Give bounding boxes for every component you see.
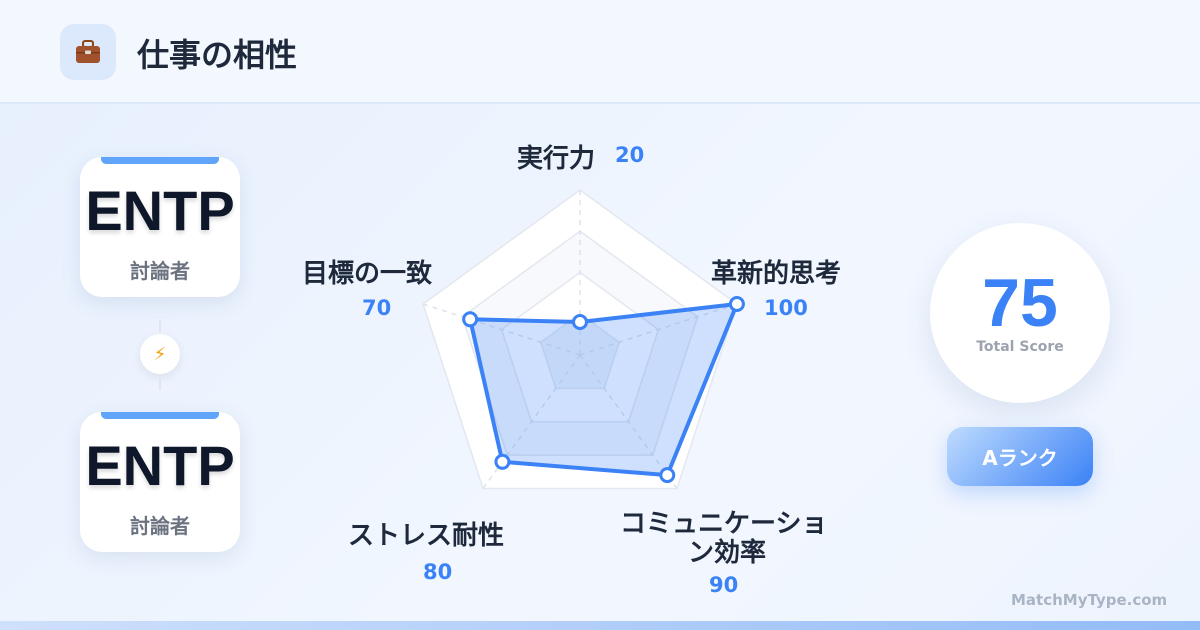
value-label: 100: [764, 296, 808, 320]
lightning-icon: ⚡: [140, 334, 180, 374]
axis-label: 実行力: [517, 144, 596, 174]
axis-label: 目標の一致: [302, 259, 433, 289]
header: 仕事の相性: [0, 0, 1200, 104]
rank-badge: Aランク: [947, 427, 1093, 486]
axis-label: ストレス耐性: [348, 521, 505, 551]
divider: [159, 378, 161, 390]
data-point: [572, 314, 588, 330]
type-card-1: ENTP 討論者: [80, 157, 240, 297]
divider: [159, 320, 161, 332]
type-code: ENTP: [85, 434, 235, 497]
axis-line: [482, 354, 581, 489]
type-name: 討論者: [130, 259, 190, 283]
axis-label: 革新的思考: [711, 259, 842, 289]
value-label: 90: [709, 573, 739, 597]
axis-line: [579, 354, 678, 489]
total-score-label: Total Score: [976, 339, 1064, 355]
axis-label: ン効率: [688, 538, 767, 568]
total-score-circle: 75 Total Score: [930, 223, 1110, 403]
bottom-bar: [0, 621, 1200, 630]
total-score-value: 75: [982, 265, 1058, 341]
card-accent: [101, 412, 219, 419]
data-point: [659, 467, 676, 484]
briefcase-icon: [60, 24, 116, 80]
data-point: [494, 453, 511, 470]
type-card-2: ENTP 討論者: [80, 412, 240, 552]
axis-line: [422, 303, 581, 356]
value-label: 80: [423, 560, 453, 584]
value-label: 70: [362, 296, 392, 320]
data-point: [462, 311, 479, 328]
card-accent: [101, 157, 219, 164]
axis-line: [579, 303, 738, 356]
data-area: [468, 302, 739, 478]
brand-watermark: MatchMyType.com: [1011, 591, 1168, 609]
value-label: 20: [615, 143, 645, 167]
page-title: 仕事の相性: [137, 36, 298, 74]
type-name: 討論者: [130, 514, 190, 538]
type-code: ENTP: [85, 179, 235, 242]
axis-label: コミュニケーショ: [620, 509, 828, 539]
data-point: [728, 296, 745, 313]
